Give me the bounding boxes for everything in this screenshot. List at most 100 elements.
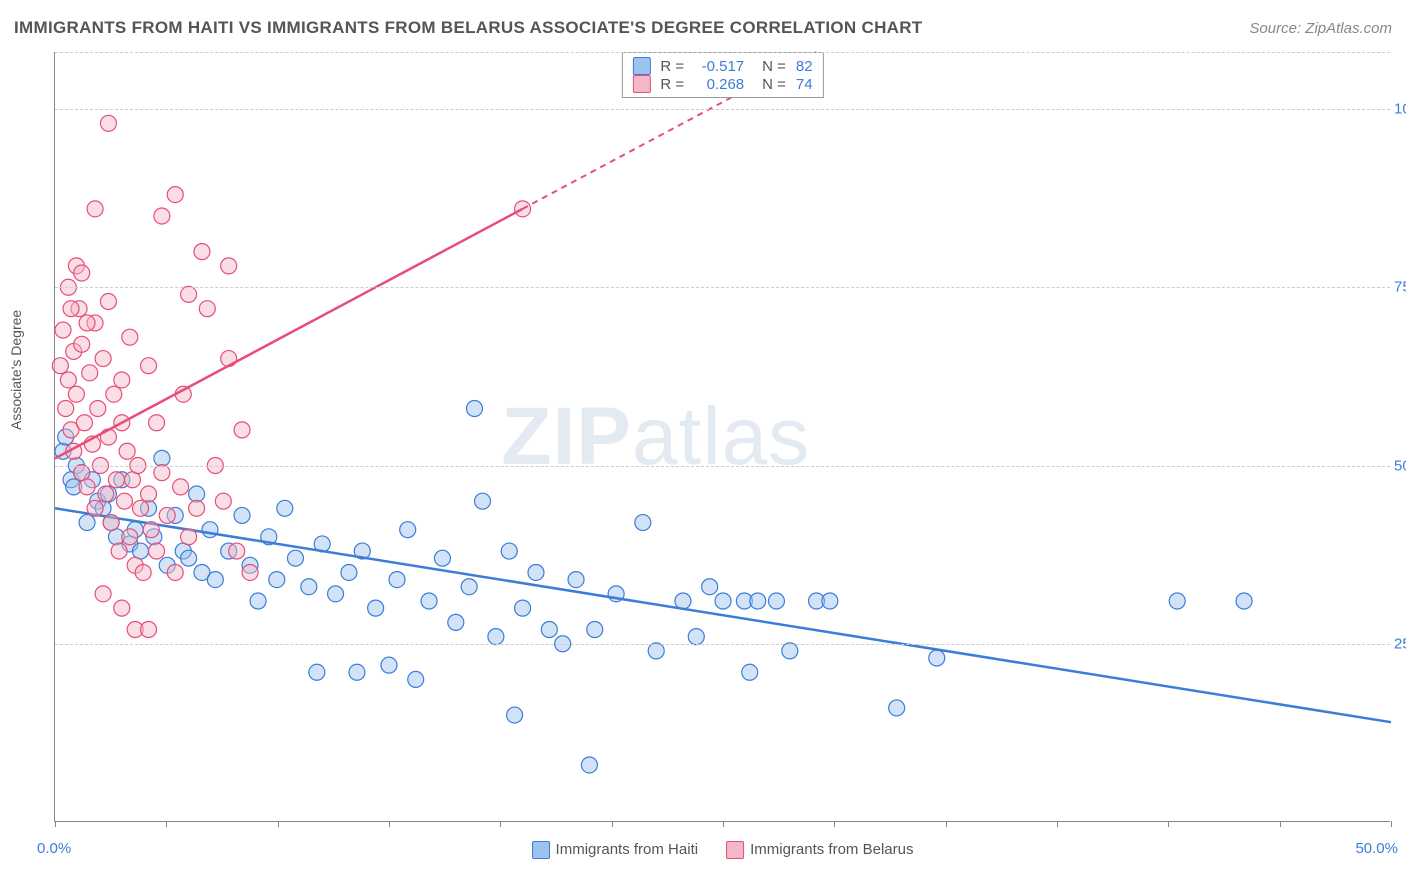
scatter-point xyxy=(74,465,90,481)
x-tick xyxy=(55,821,56,827)
scatter-point xyxy=(242,564,258,580)
scatter-point xyxy=(287,550,303,566)
scatter-point xyxy=(221,351,237,367)
scatter-point xyxy=(100,294,116,310)
scatter-point xyxy=(87,500,103,516)
scatter-point xyxy=(68,386,84,402)
gridline-h xyxy=(55,52,1390,53)
scatter-point xyxy=(648,643,664,659)
x-tick xyxy=(1391,821,1392,827)
x-tick xyxy=(612,821,613,827)
scatter-point xyxy=(215,493,231,509)
scatter-point xyxy=(119,443,135,459)
scatter-point xyxy=(100,429,116,445)
scatter-point xyxy=(116,493,132,509)
scatter-point xyxy=(250,593,266,609)
scatter-point xyxy=(79,315,95,331)
scatter-point xyxy=(515,600,531,616)
x-tick xyxy=(1168,821,1169,827)
scatter-point xyxy=(181,529,197,545)
scatter-point xyxy=(400,522,416,538)
gridline-h xyxy=(55,109,1390,110)
scatter-point xyxy=(889,700,905,716)
scatter-point xyxy=(929,650,945,666)
scatter-point xyxy=(79,479,95,495)
scatter-point xyxy=(488,629,504,645)
legend-item-haiti: Immigrants from Haiti xyxy=(532,841,699,859)
scatter-point xyxy=(408,671,424,687)
title-bar: IMMIGRANTS FROM HAITI VS IMMIGRANTS FROM… xyxy=(14,18,1392,38)
x-tick xyxy=(278,821,279,827)
scatter-point xyxy=(581,757,597,773)
scatter-point xyxy=(122,529,138,545)
scatter-point xyxy=(381,657,397,673)
scatter-point xyxy=(52,358,68,374)
scatter-point xyxy=(122,329,138,345)
legend-swatch-belarus xyxy=(726,841,744,859)
scatter-point xyxy=(309,664,325,680)
scatter-point xyxy=(688,629,704,645)
x-axis-max-label: 50.0% xyxy=(1355,840,1398,857)
x-tick xyxy=(389,821,390,827)
scatter-point xyxy=(194,244,210,260)
scatter-point xyxy=(541,622,557,638)
scatter-point xyxy=(277,500,293,516)
scatter-point xyxy=(124,472,140,488)
r-value-haiti: -0.517 xyxy=(694,58,744,75)
scatter-point xyxy=(229,543,245,559)
n-value-belarus: 74 xyxy=(796,76,813,93)
scatter-point xyxy=(1236,593,1252,609)
scatter-point xyxy=(675,593,691,609)
scatter-point xyxy=(702,579,718,595)
scatter-point xyxy=(74,336,90,352)
stats-row-belarus: R = 0.268 N = 74 xyxy=(632,75,812,93)
scatter-point xyxy=(141,486,157,502)
scatter-point xyxy=(133,543,149,559)
scatter-point xyxy=(475,493,491,509)
scatter-point xyxy=(507,707,523,723)
scatter-point xyxy=(98,486,114,502)
source-label: Source: ZipAtlas.com xyxy=(1249,20,1392,37)
scatter-point xyxy=(60,372,76,388)
scatter-point xyxy=(768,593,784,609)
scatter-point xyxy=(103,515,119,531)
stats-legend-box: R = -0.517 N = 82 R = 0.268 N = 74 xyxy=(621,52,823,98)
scatter-point xyxy=(742,664,758,680)
scatter-point xyxy=(189,500,205,516)
scatter-point xyxy=(173,479,189,495)
r-value-belarus: 0.268 xyxy=(694,76,744,93)
x-tick xyxy=(946,821,947,827)
scatter-point xyxy=(135,564,151,580)
scatter-point xyxy=(95,586,111,602)
scatter-point xyxy=(328,586,344,602)
x-tick xyxy=(166,821,167,827)
scatter-point xyxy=(111,543,127,559)
scatter-point xyxy=(234,507,250,523)
gridline-h xyxy=(55,466,1390,467)
scatter-point xyxy=(501,543,517,559)
scatter-point xyxy=(79,515,95,531)
scatter-point xyxy=(750,593,766,609)
scatter-point xyxy=(782,643,798,659)
scatter-point xyxy=(82,365,98,381)
scatter-point xyxy=(154,450,170,466)
trend-line xyxy=(55,508,1391,722)
scatter-point xyxy=(74,265,90,281)
scatter-point xyxy=(448,614,464,630)
scatter-point xyxy=(269,572,285,588)
scatter-point xyxy=(167,564,183,580)
scatter-point xyxy=(159,507,175,523)
scatter-point xyxy=(207,572,223,588)
scatter-point xyxy=(341,564,357,580)
scatter-point xyxy=(189,486,205,502)
x-tick xyxy=(1057,821,1058,827)
scatter-point xyxy=(234,422,250,438)
scatter-point xyxy=(528,564,544,580)
scatter-point xyxy=(76,415,92,431)
chart-title: IMMIGRANTS FROM HAITI VS IMMIGRANTS FROM… xyxy=(14,18,923,38)
scatter-point xyxy=(587,622,603,638)
scatter-point xyxy=(108,472,124,488)
scatter-point xyxy=(715,593,731,609)
scatter-point xyxy=(87,201,103,217)
scatter-point xyxy=(181,286,197,302)
